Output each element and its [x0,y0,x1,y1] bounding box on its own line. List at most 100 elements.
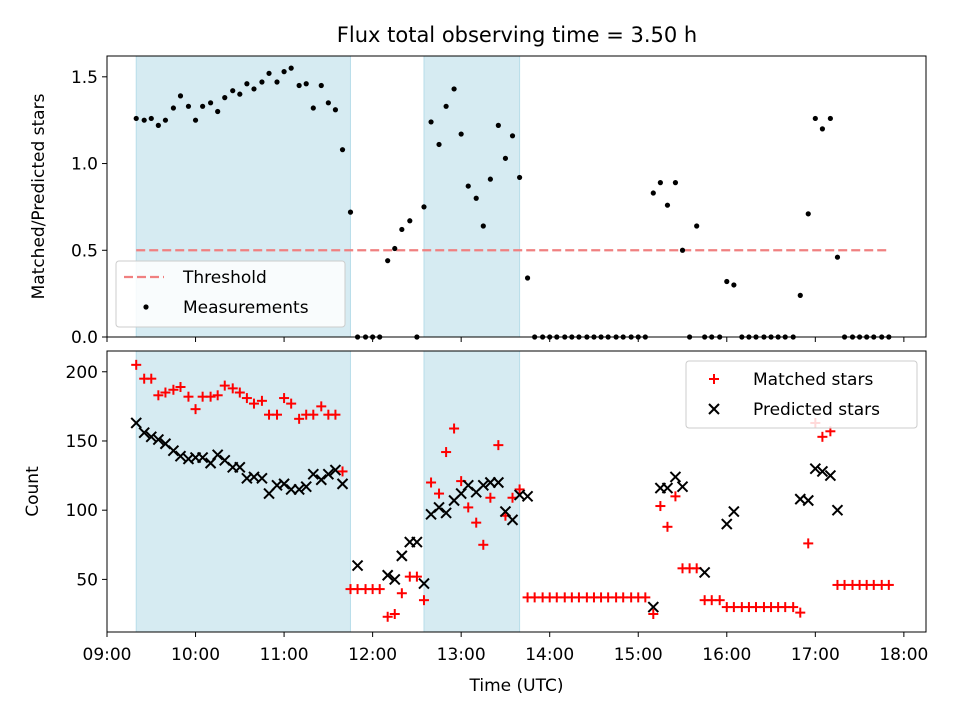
matched-star-point [493,440,504,451]
matched-star-point [205,391,216,402]
predicted-star-point [145,431,157,443]
matched-star-point [655,501,666,512]
measurement-point [177,93,184,99]
matched-star-point [441,447,452,458]
x-axis-label: Time (UTC) [469,676,564,696]
measurement-point [509,133,516,139]
predicted-star-point [174,450,187,462]
y-tick-label: 100 [66,501,98,521]
matched-star-point [316,401,327,412]
matched-star-point [670,491,681,502]
predicted-star-point [831,504,844,516]
predicted-star-point [802,494,814,507]
measurement-point [657,180,663,186]
predicted-star-point [196,451,209,464]
predicted-star-point [728,505,740,518]
predicted-star-point [152,433,165,446]
measurement-point [421,204,427,210]
measurement-point [480,223,486,229]
y-tick-label: 50 [76,570,98,590]
predicted-star-point [647,601,660,613]
predicted-star-point [809,462,822,475]
matched-star-point [153,390,164,401]
predicted-star-point [411,536,423,548]
top-y-axis: 0.0 0.5 1.0 1.5 [71,68,107,348]
matched-star-point [248,398,259,409]
measurement-point [797,292,803,298]
measurement-point [465,183,471,189]
matched-star-point [330,409,341,420]
predicted-star-point [676,480,689,493]
bottom-y-axis-label: Count [23,466,43,517]
matched-star-point [175,381,186,392]
measurement-point [443,103,449,109]
matched-star-point [294,413,305,424]
measurement-point [244,81,250,87]
matched-star-point [396,588,407,599]
measurement-point [812,115,818,122]
matched-star-point [662,521,673,532]
measurement-point [192,117,199,123]
predicted-star-point [315,474,327,486]
stars-series [130,359,894,622]
matched-star-point [883,579,894,590]
predicted-star-point [329,464,342,476]
measurement-point [230,88,236,94]
measurement-point [162,117,169,123]
measurement-point [819,126,826,132]
predicted-star-point [816,465,829,478]
measurement-point [731,282,737,288]
matched-star-point [190,404,201,415]
measurement-point [310,105,316,111]
predicted-star-point [698,566,711,579]
measurement-point [827,115,833,122]
measurement-point [724,278,730,285]
top-legend: Threshold Measurements [115,260,346,328]
measurement-point [155,122,161,128]
measurement-point [487,176,493,182]
measurement-point [679,247,686,253]
matched-star-point [817,431,828,442]
predicted-star-point [396,550,408,562]
measurement-point [805,211,811,217]
legend-box [115,260,346,328]
matched-star-point [227,383,238,394]
measurement-point [332,107,339,113]
predicted-star-point [138,426,150,439]
measurement-point [495,122,501,128]
matched-star-point [788,602,799,613]
matched-star-point [714,595,725,606]
predicted-star-point [167,444,180,457]
predicted-star-point [824,469,837,482]
legend-box [685,360,918,429]
measurement-point [259,79,265,85]
measurement-point [251,86,257,92]
legend-matched-label: Matched stars [753,370,873,390]
x-tick-label: 15:00 [614,645,663,665]
measurement-point [458,131,464,137]
x-tick-label: 14:00 [525,645,574,665]
predicted-star-point [351,559,364,572]
matched-star-point [471,517,482,528]
predicted-star-point [721,518,733,530]
matched-star-point [219,380,230,391]
measurement-point [502,155,509,161]
predicted-star-point [278,478,290,490]
top-axes-frame [106,55,927,338]
x-tick-label: 10:00 [171,645,220,665]
matched-star-point [411,571,422,582]
matched-star-point [286,398,297,409]
matched-star-point [279,393,290,404]
legend-threshold-label: Threshold [182,268,267,288]
y-tick-label: 200 [66,363,98,383]
bottom-y-axis: 50 100 150 200 [66,363,107,590]
matched-star-point [131,359,142,370]
matched-star-point [803,538,814,549]
legend-matched-swatch [709,374,719,384]
top-x-ticks [106,337,905,342]
x-tick-label: 12:00 [348,645,397,665]
matched-star-point [168,384,179,395]
measurement-point [664,202,671,208]
predicted-star-point [234,461,246,473]
matched-star-point [337,466,348,477]
